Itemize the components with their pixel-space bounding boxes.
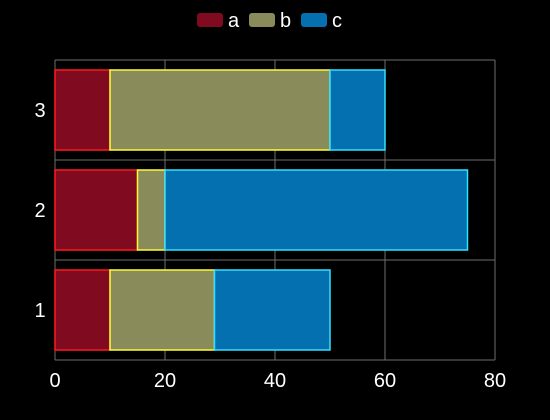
legend-swatch-a bbox=[197, 13, 223, 27]
legend-swatch-b bbox=[249, 13, 275, 27]
legend-swatch-c bbox=[301, 13, 327, 27]
bar-c-3 bbox=[329, 69, 386, 151]
legend-label: a bbox=[228, 10, 240, 32]
x-tick-label: 20 bbox=[154, 370, 176, 392]
x-tick-label: 80 bbox=[484, 370, 506, 392]
legend: a b c bbox=[197, 10, 342, 32]
bars bbox=[54, 69, 469, 351]
axis-ticks: 0 20 40 60 80 1 2 3 bbox=[34, 100, 506, 392]
x-tick-label: 40 bbox=[264, 370, 286, 392]
bar-c-2 bbox=[164, 169, 469, 251]
y-tick-label: 1 bbox=[34, 300, 45, 322]
x-tick-label: 0 bbox=[49, 370, 60, 392]
x-tick-label: 60 bbox=[374, 370, 396, 392]
bar-a-2 bbox=[54, 169, 139, 251]
legend-label: b bbox=[280, 10, 291, 32]
bar-b-2 bbox=[136, 169, 166, 251]
bar-a-1 bbox=[54, 269, 111, 351]
bar-c-1 bbox=[213, 269, 331, 351]
y-tick-label: 3 bbox=[34, 100, 45, 122]
bar-a-3 bbox=[54, 69, 111, 151]
y-tick-label: 2 bbox=[34, 200, 45, 222]
legend-label: c bbox=[332, 10, 342, 32]
bar-b-3 bbox=[109, 69, 331, 151]
bar-b-1 bbox=[109, 269, 216, 351]
